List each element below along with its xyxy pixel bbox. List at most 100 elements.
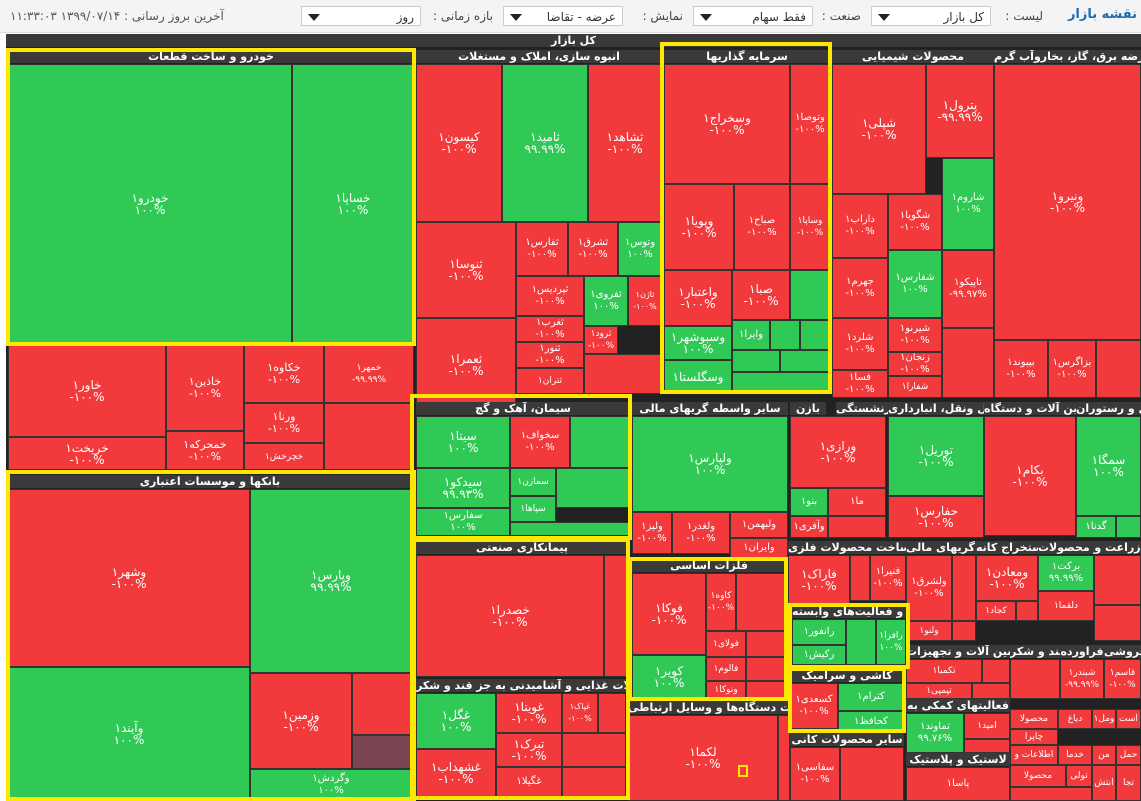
stock-tile[interactable]: شیرنو۱ -۱۰۰% [888, 318, 942, 352]
stock-tile[interactable]: فاراک۱ -۱۰۰% [788, 555, 850, 605]
stock-tile[interactable]: وسگلستا۱ [664, 360, 732, 394]
stock-tile[interactable]: خریخت۱ -۱۰۰% [8, 437, 166, 470]
stock-tile[interactable]: ونیرو۱ -۱۰۰% [994, 64, 1141, 340]
stock-tile[interactable]: کیسون۱ -۱۰۰% [416, 64, 502, 222]
stock-tile[interactable] [746, 681, 786, 699]
stock-tile[interactable]: خکاوه۱ -۱۰۰% [244, 345, 324, 403]
stock-tile[interactable]: ولغدر۱ -۱۰۰% [672, 512, 730, 554]
stock-tile[interactable]: خصدرا۱ -۱۰۰% [416, 555, 604, 677]
stock-tile[interactable]: تماوند۱ ۹۹.۷۶% [906, 713, 964, 753]
stock-tile[interactable] [942, 328, 994, 398]
stock-tile[interactable]: فسا۱ -۱۰۰% [832, 370, 888, 398]
stock-tile[interactable]: خچرخش۱ [244, 443, 324, 470]
stock-tile[interactable] [800, 320, 830, 350]
stock-tile[interactable]: ولشرق۱ -۱۰۰% [906, 555, 952, 621]
stock-tile[interactable]: توریل۱ -۱۰۰% [888, 416, 984, 496]
stock-tile[interactable]: قاسم۱ -۱۰۰% [1104, 659, 1141, 699]
stock-tile[interactable]: صبا۱ -۱۰۰% [732, 270, 790, 320]
stock-tile[interactable]: ورازی۱ -۱۰۰% [790, 416, 886, 488]
stock-tile[interactable] [1096, 340, 1141, 398]
stock-tile[interactable]: وایران۱ [730, 538, 788, 558]
stock-tile[interactable]: ثامید۱ ۹۹.۹۹% [502, 64, 588, 222]
stock-tile[interactable] [736, 573, 786, 631]
stock-tile[interactable]: تاپیکو۱ -۹۹.۹۷% [942, 250, 994, 328]
display-select[interactable]: عرضه - تقاضا [503, 6, 623, 26]
stock-tile[interactable]: وشهر۱ -۱۰۰% [8, 489, 250, 667]
stock-tile[interactable]: ثاژن۱ -۱۰۰% [628, 276, 662, 326]
stock-tile[interactable]: تجا [1116, 765, 1141, 801]
stock-tile[interactable]: وآیند۱ ۱۰۰% [8, 667, 250, 801]
stock-tile[interactable] [324, 403, 414, 470]
stock-tile[interactable]: شپلی۱ -۱۰۰% [832, 64, 926, 194]
stock-tile[interactable]: فنیرا۱ -۱۰۰% [870, 555, 906, 601]
stock-tile[interactable] [1094, 555, 1141, 605]
stock-tile[interactable]: ومعادن۱ -۱۰۰% [976, 555, 1038, 601]
stock-tile[interactable]: انتش [1092, 765, 1116, 801]
stock-tile[interactable]: ثفارس۱ -۱۰۰% [516, 222, 568, 276]
stock-tile[interactable]: محصولا [1010, 765, 1066, 787]
stock-tile[interactable] [770, 320, 800, 350]
stock-tile[interactable]: شاروم۱ ۱۰۰% [942, 158, 994, 250]
stock-tile[interactable]: ولیز۱ -۱۰۰% [632, 512, 672, 554]
stock-tile[interactable] [778, 715, 790, 801]
stock-tile[interactable]: وتوصا۱ -۱۰۰% [790, 64, 830, 184]
stock-tile[interactable]: رکیش۱ [792, 645, 846, 665]
stock-tile[interactable]: وساپا۱ -۱۰۰% [790, 184, 830, 270]
stock-tile[interactable]: شلرد۱ -۱۰۰% [832, 318, 888, 370]
stock-tile[interactable] [570, 416, 630, 468]
stock-tile[interactable]: غگل۱ ۱۰۰% [416, 693, 496, 749]
stock-tile[interactable] [556, 468, 630, 508]
stock-tile[interactable]: تپمپی۱ [906, 683, 972, 699]
stock-tile[interactable]: برکت۱ ۹۹.۹۹% [1038, 555, 1094, 591]
stock-tile[interactable]: شفارا۱ [888, 376, 942, 398]
stock-tile[interactable]: زنجان۱ -۱۰۰% [888, 352, 942, 376]
list-select[interactable]: کل بازار [871, 6, 991, 26]
stock-tile[interactable]: ثعمرا۱ -۱۰۰% [416, 318, 516, 412]
stock-tile[interactable]: من [1092, 745, 1116, 765]
stock-tile[interactable]: کجاد۱ [976, 601, 1016, 621]
stock-tile[interactable]: تبرک۱ -۱۰۰% [496, 733, 562, 767]
stock-tile[interactable]: ما۱ [828, 488, 886, 516]
stock-tile[interactable]: خمحرکه۱ -۱۰۰% [166, 431, 244, 470]
stock-tile[interactable]: خمهر۱ -۹۹.۹۹% [324, 345, 414, 403]
stock-tile[interactable]: ثشاهد۱ -۱۰۰% [588, 64, 662, 222]
stock-tile[interactable] [850, 555, 870, 601]
stock-tile[interactable]: ورنا۱ -۱۰۰% [244, 403, 324, 443]
stock-tile[interactable]: بنو۱ [790, 488, 828, 516]
stock-tile[interactable]: وپویا۱ -۱۰۰% [664, 184, 734, 270]
stock-tile[interactable]: غشهداب۱ -۱۰۰% [416, 749, 496, 797]
stock-tile[interactable]: سخواف۱ -۱۰۰% [510, 416, 570, 468]
stock-tile[interactable]: ولبهمن۱ [730, 512, 788, 538]
stock-tile[interactable]: خدما [1058, 745, 1092, 765]
stock-tile[interactable]: تکمبا۱ [906, 659, 982, 683]
stock-tile[interactable]: غویتا۱ -۱۰۰% [496, 693, 562, 733]
stock-tile[interactable]: صباح۱ -۱۰۰% [734, 184, 790, 270]
stock-tile[interactable] [780, 350, 830, 372]
stock-tile[interactable]: ثغرب۱ -۱۰۰% [516, 316, 584, 342]
stock-tile[interactable]: حفارس۱ -۱۰۰% [888, 496, 984, 538]
stock-tile[interactable]: داراب۱ -۱۰۰% [832, 194, 888, 258]
stock-tile[interactable] [1016, 601, 1038, 621]
stock-tile[interactable]: کاوه۱ -۱۰۰% [706, 573, 736, 631]
stock-tile[interactable]: خساپا۱ ۱۰۰% [292, 64, 414, 344]
stock-tile[interactable]: رافزا۱ ۱۰۰% [876, 619, 906, 665]
stock-tile[interactable]: بزاگرس۱ -۱۰۰% [1048, 340, 1096, 398]
stock-tile[interactable]: امید۱ [964, 713, 1010, 739]
stock-tile[interactable]: سپاها۱ [510, 496, 556, 522]
stock-tile[interactable] [562, 733, 626, 767]
stock-tile[interactable] [352, 673, 412, 735]
stock-tile[interactable]: ثفروی۱ ۱۰۰% [584, 276, 628, 326]
stock-tile[interactable]: دلقما۱ [1038, 591, 1094, 621]
stock-tile[interactable]: وایرا۱ [732, 320, 770, 350]
stock-tile[interactable]: ولپارس۱ ۱۰۰% [632, 416, 788, 512]
stock-tile[interactable]: سفاسی۱ -۱۰۰% [790, 747, 840, 801]
stock-tile[interactable] [604, 555, 628, 677]
stock-tile[interactable] [732, 372, 830, 394]
stock-tile[interactable] [846, 619, 876, 665]
stock-tile[interactable] [1094, 605, 1141, 641]
stock-tile[interactable] [952, 621, 976, 641]
stock-tile[interactable]: حمل [1116, 745, 1141, 765]
stock-tile[interactable]: کسعدی۱ -۱۰۰% [790, 683, 838, 729]
stock-tile[interactable]: دیاغ [1058, 709, 1092, 729]
stock-tile[interactable]: کترام۱ [838, 683, 904, 711]
